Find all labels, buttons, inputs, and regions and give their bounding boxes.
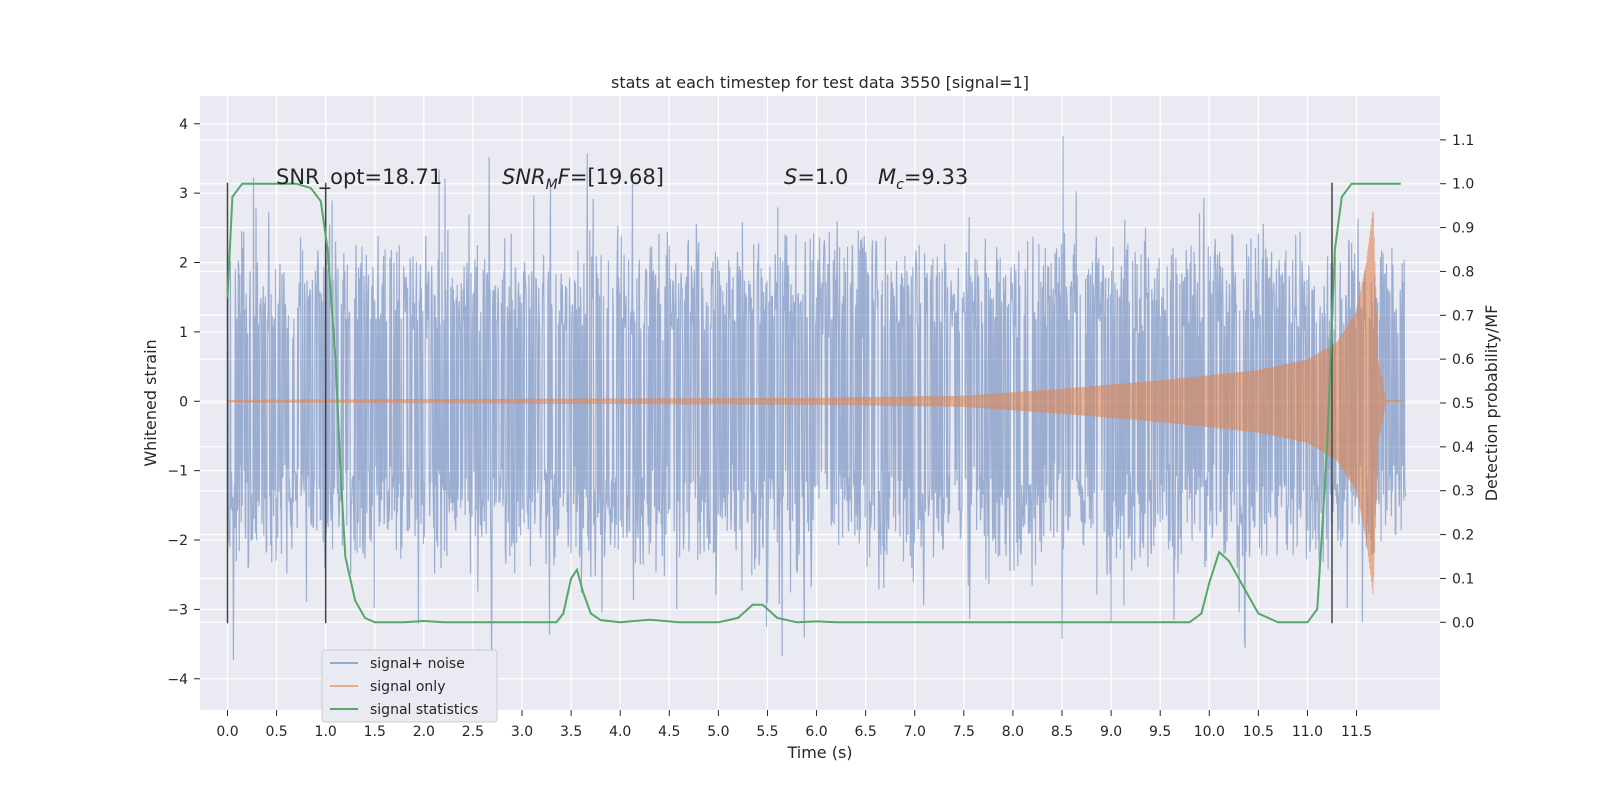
y-tick-label-2: 2 [179, 256, 188, 272]
x-tick-label-4: 2.0 [413, 724, 435, 740]
y2-tick-label-7: 0.4 [1452, 440, 1474, 456]
annotation-mc: Mc=9.33 [878, 165, 968, 193]
x-tick-label-19: 9.5 [1149, 724, 1171, 740]
annotation-snr-mf: SNRMF=[19.68] [502, 165, 664, 193]
y-axis-ticks: 4 3 2 1 0 −1 −2 −3 −4 [167, 117, 200, 688]
legend-label-signal-statistics: signal statistics [370, 702, 478, 718]
y2-tick-label-10: 0.1 [1452, 571, 1474, 587]
x-tick-label-23: 11.5 [1341, 724, 1372, 740]
y2-tick-label-6: 0.5 [1452, 396, 1474, 412]
x-tick-label-11: 5.5 [756, 724, 778, 740]
vertical-markers [226, 182, 1333, 624]
x-tick-label-6: 3.0 [511, 724, 533, 740]
x-tick-label-8: 4.0 [609, 724, 631, 740]
x-tick-label-18: 9.0 [1100, 724, 1122, 740]
y-tick-label-0: 4 [179, 117, 188, 133]
x-tick-label-7: 3.5 [560, 724, 582, 740]
x-tick-label-0: 0.0 [216, 724, 238, 740]
x-tick-label-22: 11.0 [1292, 724, 1323, 740]
x-tick-label-17: 8.5 [1051, 724, 1073, 740]
y-tick-label-7: −3 [167, 602, 188, 618]
annotation-s: S=1.0 [784, 165, 848, 189]
legend: signal+ noise signal only signal statist… [321, 649, 498, 723]
x-tick-label-12: 6.0 [805, 724, 827, 740]
y2-tick-label-11: 0.0 [1452, 615, 1474, 631]
y2-tick-label-2: 0.9 [1452, 221, 1474, 237]
y2-tick-label-1: 1.0 [1452, 177, 1474, 193]
x-tick-label-16: 8.0 [1002, 724, 1024, 740]
y2-tick-label-8: 0.3 [1452, 484, 1474, 500]
y-axis-label: Whitened strain [141, 339, 160, 466]
noise-trace [226, 135, 1407, 673]
x-tick-label-2: 1.0 [315, 724, 337, 740]
series-signal-statistics [226, 182, 1401, 624]
chart-title: stats at each timestep for test data 355… [611, 73, 1029, 92]
x-axis-label: Time (s) [786, 743, 852, 762]
annotation-snr-opt: SNR_opt=18.71 [276, 165, 442, 190]
x-tick-label-9: 4.5 [658, 724, 680, 740]
y-tick-label-4: 0 [179, 394, 188, 410]
x-axis-ticks: 0.0 0.5 1.0 1.5 2.0 2.5 3.0 3.5 4.0 4.5 5.0 5.5 6.0 6… [216, 710, 1372, 740]
y-tick-label-1: 3 [179, 186, 188, 202]
legend-label-signal-only: signal only [370, 679, 445, 695]
x-tick-label-14: 7.0 [904, 724, 926, 740]
y2-axis-label: Detection probability/MF [1482, 305, 1501, 502]
series-signal-plus-noise [226, 135, 1407, 673]
y2-tick-label-3: 0.8 [1452, 264, 1474, 280]
y2-axis-ticks: 1.1 1.0 0.9 0.8 0.7 0.6 0.5 0.4 0.3 0.2 0.1 0.0 [1440, 133, 1474, 631]
y2-tick-label-9: 0.2 [1452, 528, 1474, 544]
y-tick-label-8: −4 [167, 672, 188, 688]
legend-box [321, 649, 498, 723]
y-tick-label-6: −2 [167, 533, 188, 549]
y2-tick-label-4: 0.7 [1452, 308, 1474, 324]
x-tick-label-13: 6.5 [855, 724, 877, 740]
y2-tick-label-5: 0.6 [1452, 352, 1474, 368]
statistics-trace [226, 182, 1401, 624]
x-tick-label-21: 10.5 [1243, 724, 1274, 740]
y-tick-label-3: 1 [179, 325, 188, 341]
x-tick-label-1: 0.5 [265, 724, 287, 740]
chirp-trace [227, 211, 1406, 594]
x-tick-label-5: 2.5 [462, 724, 484, 740]
x-tick-label-20: 10.0 [1194, 724, 1225, 740]
y2-tick-label-0: 1.1 [1452, 133, 1474, 149]
x-tick-label-3: 1.5 [364, 724, 386, 740]
legend-label-signal-plus-noise: signal+ noise [370, 656, 465, 672]
x-tick-label-15: 7.5 [953, 724, 975, 740]
x-tick-label-10: 5.0 [707, 724, 729, 740]
y-tick-label-5: −1 [167, 464, 188, 480]
series-signal-only [227, 211, 1406, 594]
